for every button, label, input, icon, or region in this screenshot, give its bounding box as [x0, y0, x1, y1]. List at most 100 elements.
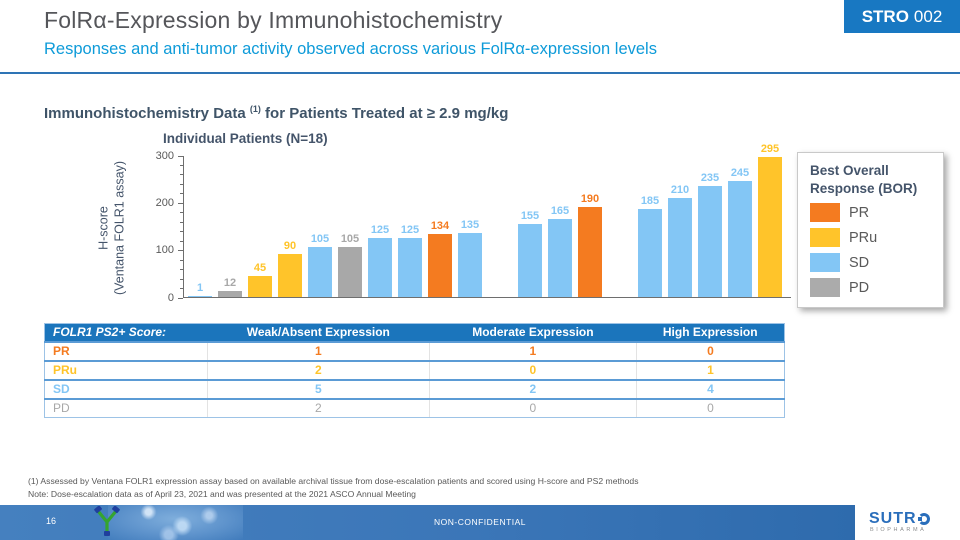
y-minor-tick: [179, 231, 183, 233]
footnote-line: Note: Dose-escalation data as of April 2…: [28, 488, 416, 499]
bar-value-label: 105: [340, 233, 360, 246]
chart-title: Individual Patients (N=18): [163, 131, 328, 146]
y-major-tick: [177, 250, 183, 252]
expression-summary-table: FOLR1 PS2+ Score: Weak/Absent Expression M…: [44, 323, 785, 418]
bar-value-label: 135: [460, 219, 480, 232]
header-divider: [0, 72, 960, 74]
bar-sd: [188, 296, 212, 297]
row-value: 2: [428, 378, 637, 399]
legend-item-pd: PD: [810, 278, 933, 298]
legend-item-pru: PRu: [810, 228, 933, 248]
y-tick-label: 300: [155, 149, 174, 162]
bar-value-label: 295: [760, 143, 780, 156]
y-minor-tick: [179, 278, 183, 280]
bar-value-label: 105: [310, 233, 330, 246]
legend-item-label: SD: [849, 254, 870, 271]
y-minor-tick: [179, 193, 183, 195]
table-header-cell: Moderate Expression: [429, 323, 637, 342]
row-value: 1: [428, 340, 637, 361]
table-row-sd: SD 5 2 4: [44, 378, 785, 399]
legend-item-label: PR: [849, 204, 870, 221]
bar-value-label: 235: [700, 171, 720, 184]
table-row-pru: PRu 2 0 1: [44, 359, 785, 380]
row-value: 0: [635, 397, 785, 418]
section-heading-text-2: for Patients Treated at ≥ 2.9 mg/kg: [260, 105, 509, 122]
bar-sd: [518, 223, 542, 297]
bar-value-label: 90: [283, 240, 297, 253]
slide-subtitle: Responses and anti-tumor activity observ…: [44, 40, 657, 58]
table-header-cell: Weak/Absent Expression: [207, 323, 430, 342]
row-value: 2: [206, 397, 430, 418]
row-label: PRu: [44, 359, 208, 380]
y-major-tick: [177, 297, 183, 299]
row-value: 0: [635, 340, 785, 361]
footnote-marker: (1): [249, 104, 261, 114]
bar-value-label: 45: [253, 261, 267, 274]
legend-item-pr: PR: [810, 203, 933, 223]
bar-value-label: 210: [670, 183, 690, 196]
bar-sd: [308, 247, 332, 297]
bar-value-label: 134: [430, 219, 450, 232]
row-label: PD: [44, 397, 208, 418]
row-value: 0: [428, 359, 637, 380]
badge-number: 002: [913, 6, 943, 26]
logo-brand-text: SUTR: [869, 510, 917, 527]
bar-value-label: 125: [370, 223, 390, 236]
row-value: 1: [206, 340, 430, 361]
bar-sd: [728, 181, 752, 297]
y-axis-label-line2: (Ventana FOLR1 assay): [112, 160, 126, 296]
slide-title: FolRα-Expression by Immunohistochemistry: [44, 7, 503, 33]
row-value: 5: [206, 378, 430, 399]
bar-value-label: 245: [730, 167, 750, 180]
y-minor-tick: [179, 212, 183, 214]
y-major-tick: [177, 155, 183, 157]
y-minor-tick: [179, 183, 183, 185]
classification-label: NON-CONFIDENTIAL: [433, 517, 527, 527]
y-tick-label: 100: [155, 244, 174, 257]
bar-pru: [248, 275, 272, 297]
row-value: 4: [635, 378, 785, 399]
legend-title: Best Overall Response (BOR): [810, 163, 918, 196]
badge-brand: STRO: [861, 6, 909, 26]
logo-subtext: BIOPHARMA: [870, 527, 927, 533]
bar-pr: [428, 233, 452, 297]
legend-item-label: PRu: [849, 229, 878, 246]
bar-sd: [368, 237, 392, 297]
table-header-cell: High Expression: [636, 323, 785, 342]
bar-value-label: 12: [223, 277, 237, 290]
plot-area: 0 100 200 300 1 12 45 90 105 105 125 125 134 135 155 16…: [156, 143, 791, 304]
y-minor-tick: [179, 269, 183, 271]
y-minor-tick: [179, 259, 183, 261]
page-number: 16: [46, 516, 57, 526]
section-heading-text: Immunohistochemistry Data: [44, 105, 250, 122]
row-label: PR: [44, 340, 208, 361]
chart-legend: Best Overall Response (BOR) PR PRu SD PD: [797, 152, 944, 309]
bar-value-label: 1: [196, 282, 204, 295]
bar-value-label: 125: [400, 223, 420, 236]
bar-pd: [218, 291, 242, 297]
section-heading: Immunohistochemistry Data (1) for Patien…: [44, 104, 508, 122]
y-minor-tick: [179, 174, 183, 176]
bar-pd: [338, 247, 362, 297]
y-minor-tick: [179, 164, 183, 166]
y-axis-label: H-score (Ventana FOLR1 assay): [96, 161, 127, 295]
table-row-pr: PR 1 1 0: [44, 340, 785, 361]
bar-value-label: 155: [520, 209, 540, 222]
y-major-tick: [177, 202, 183, 204]
legend-swatch-pd: [810, 278, 840, 298]
legend-item-label: PD: [849, 279, 870, 296]
footnote-line: (1) Assessed by Ventana FOLR1 expression…: [28, 476, 639, 486]
bar-sd: [398, 237, 422, 297]
bar-sd: [698, 185, 722, 297]
row-value: 1: [635, 359, 785, 380]
program-badge: STRO 002: [844, 0, 960, 33]
y-axis-label-line1: H-score: [96, 206, 111, 250]
bar-pr: [578, 207, 602, 297]
bar-value-label: 165: [550, 204, 570, 217]
bar-pru: [758, 157, 782, 297]
bar-value-label: 185: [640, 195, 660, 208]
row-value: 0: [428, 397, 637, 418]
table-header-cell: FOLR1 PS2+ Score:: [44, 323, 208, 342]
y-minor-tick: [179, 240, 183, 242]
row-label: SD: [44, 378, 208, 399]
